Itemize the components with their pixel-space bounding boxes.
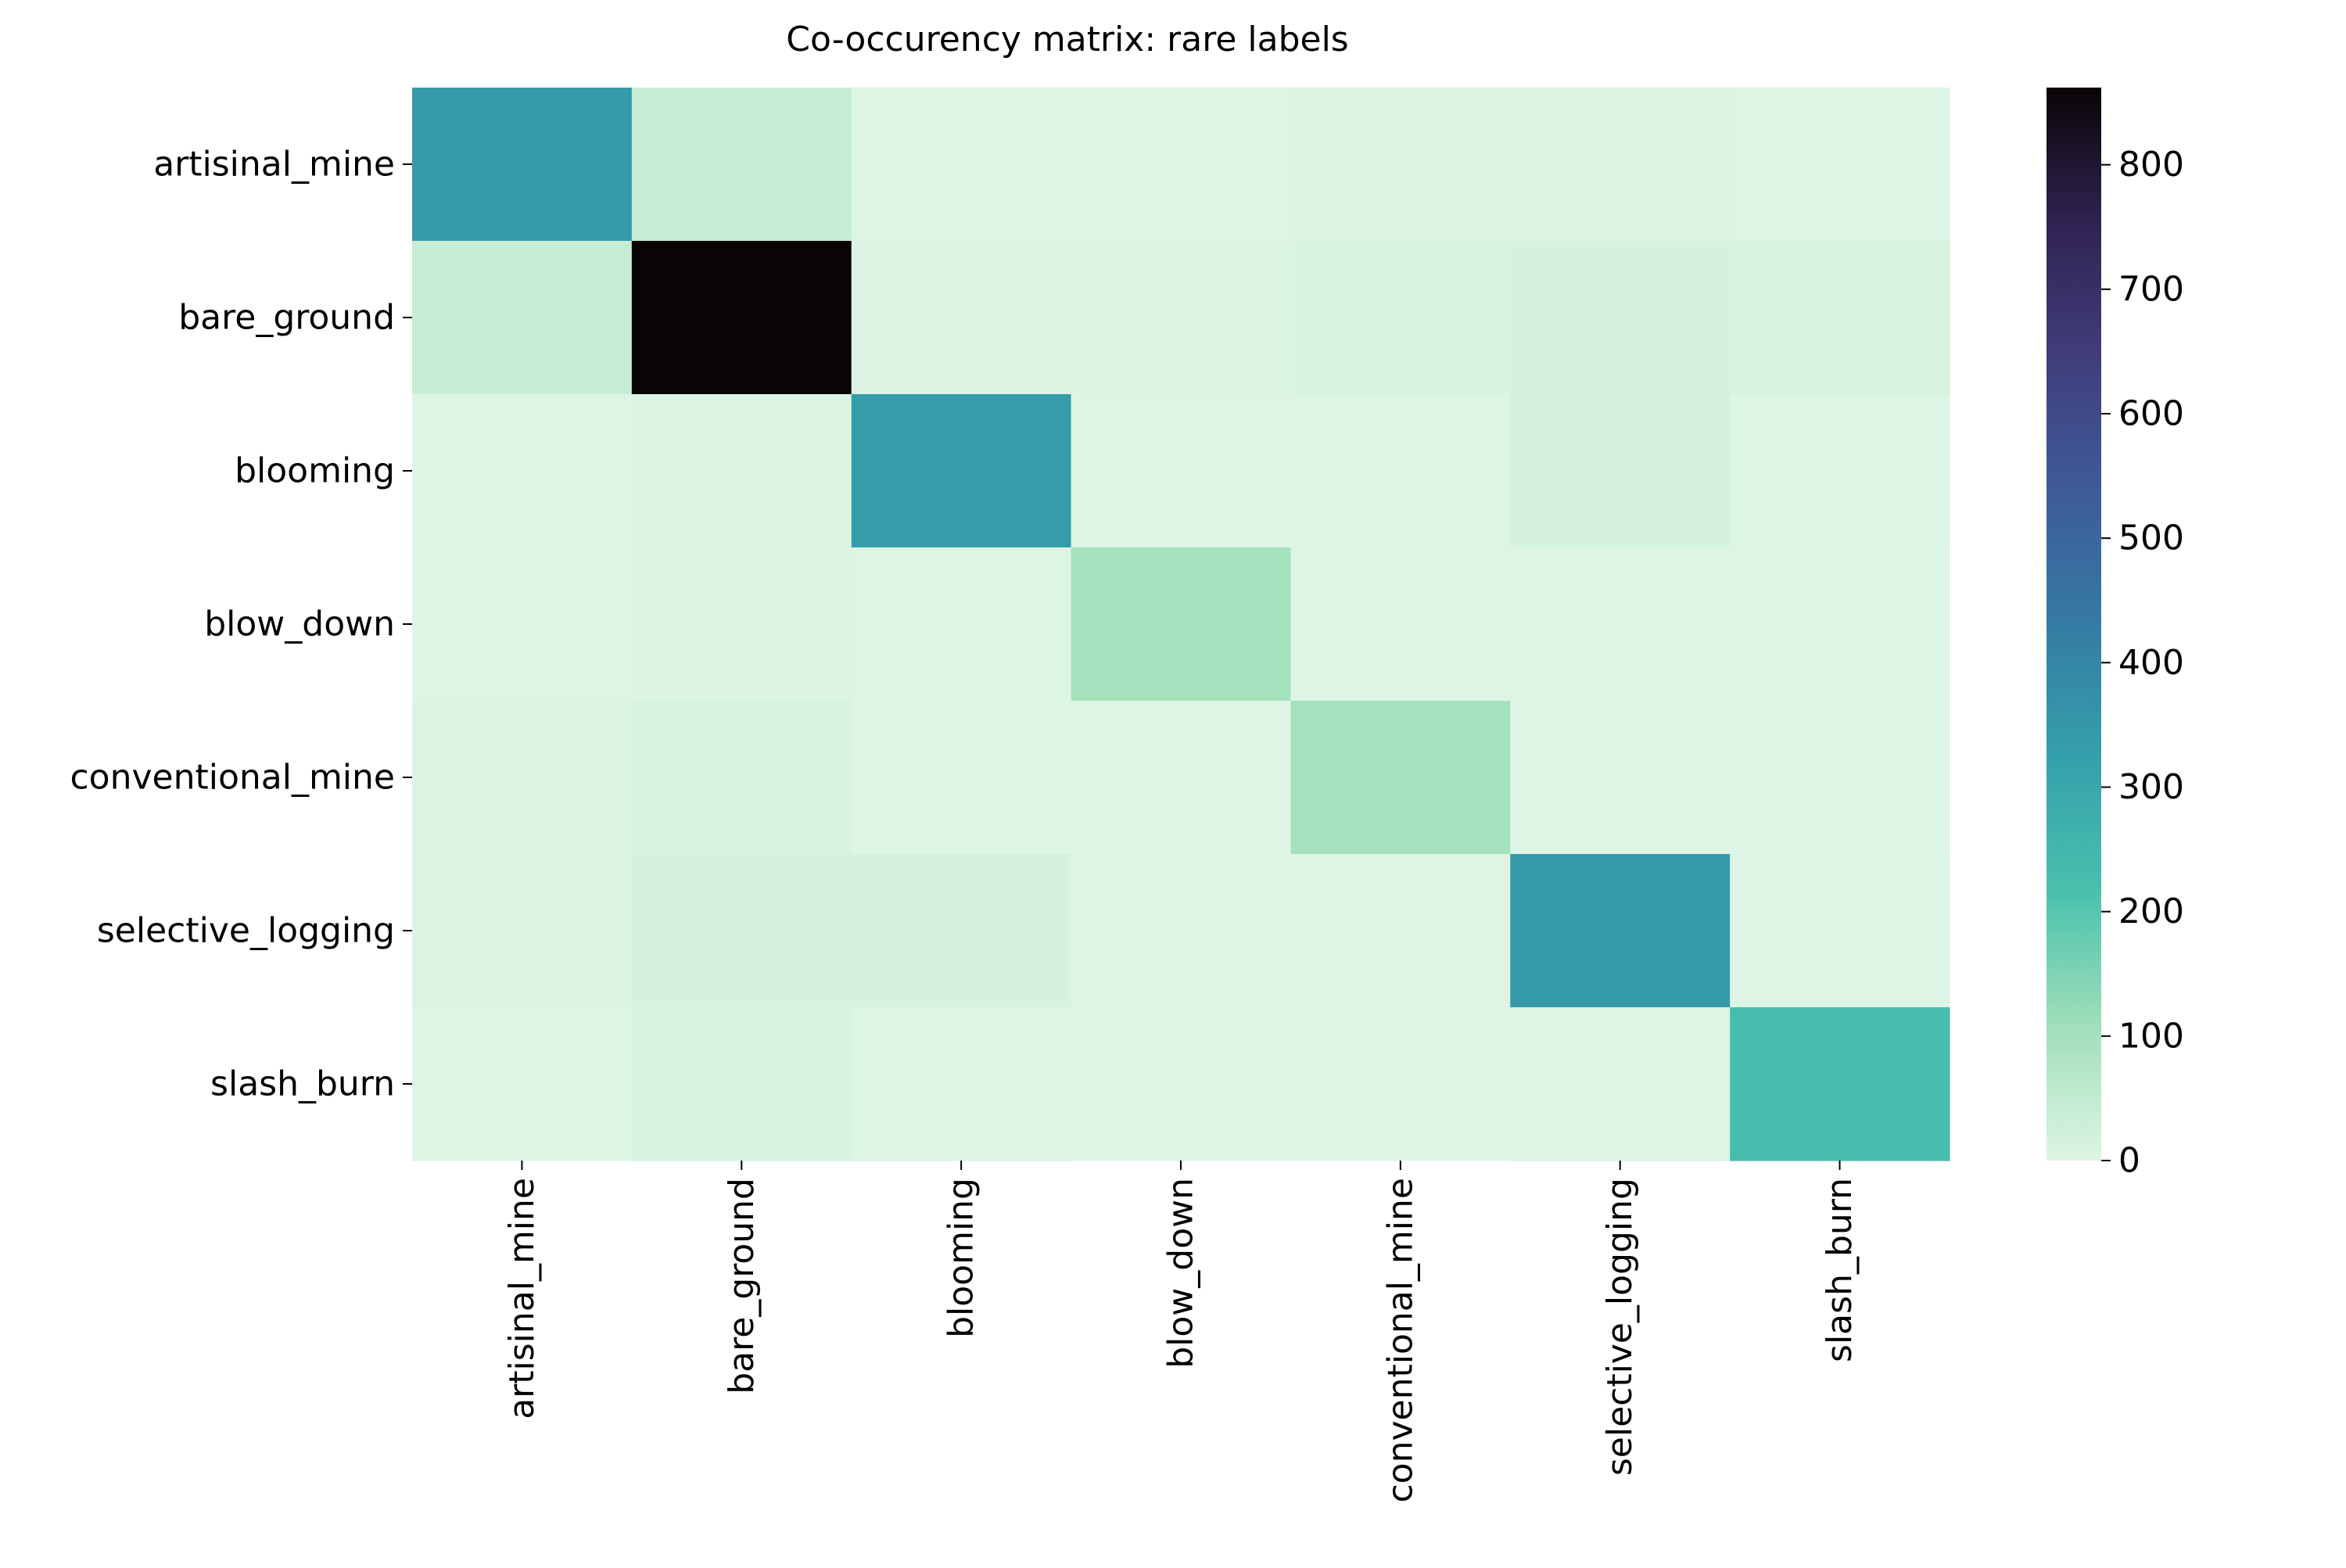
heatmap-cell-conventional_mine-blow_down — [1071, 701, 1292, 855]
heatmap-cell-blooming-bare_ground — [631, 394, 852, 548]
heatmap-cell-blow_down-conventional_mine — [1290, 547, 1511, 701]
colorbar-tick-label: 100 — [2118, 1016, 2184, 1056]
heatmap-cell-artisinal_mine-conventional_mine — [1290, 88, 1511, 242]
colorbar-tick-label: 700 — [2118, 269, 2184, 309]
heatmap-cell-selective_logging-selective_logging — [1510, 854, 1731, 1008]
heatmap-cell-slash_burn-slash_burn — [1730, 1007, 1950, 1161]
row-label: conventional_mine — [70, 758, 395, 798]
colorbar-tick-label: 800 — [2118, 145, 2184, 185]
heatmap-cell-bare_ground-blooming — [851, 241, 1072, 395]
heatmap-cell-blooming-blow_down — [1071, 394, 1292, 548]
heatmap-cell-bare_ground-blow_down — [1071, 241, 1292, 395]
colorbar-tick-label: 200 — [2118, 892, 2184, 931]
heatmap-cell-slash_burn-blooming — [851, 1007, 1072, 1161]
heatmap-cell-bare_ground-selective_logging — [1510, 241, 1731, 395]
colorbar-tick-label: 400 — [2118, 643, 2184, 683]
row-label: blooming — [235, 451, 395, 491]
heatmap-cell-blow_down-blow_down — [1071, 547, 1292, 701]
heatmap-cell-slash_burn-artisinal_mine — [412, 1007, 633, 1161]
heatmap-cell-blooming-blooming — [851, 394, 1072, 548]
heatmap-cell-conventional_mine-artisinal_mine — [412, 701, 633, 855]
heatmap-cell-selective_logging-blow_down — [1071, 854, 1292, 1008]
heatmap-cell-slash_burn-bare_ground — [631, 1007, 852, 1161]
col-label: slash_burn — [1820, 1178, 1860, 1362]
heatmap-cell-artisinal_mine-artisinal_mine — [412, 88, 633, 242]
row-label: artisinal_mine — [153, 145, 395, 185]
col-label: selective_logging — [1600, 1178, 1640, 1476]
chart-title: Co-occurency matrix: rare labels — [786, 20, 1348, 59]
heatmap-cell-blow_down-artisinal_mine — [412, 547, 633, 701]
colorbar: 0 100 200 300 400 500 600 700 800 — [2046, 88, 2184, 1181]
heatmap-cell-selective_logging-conventional_mine — [1290, 854, 1511, 1008]
heatmap-cell-slash_burn-selective_logging — [1510, 1007, 1731, 1161]
heatmap-cell-artisinal_mine-bare_ground — [631, 88, 852, 242]
colorbar-tick-label: 500 — [2118, 518, 2184, 558]
colorbar-ticks: 0 100 200 300 400 500 600 700 800 — [2101, 145, 2184, 1181]
heatmap-cell-selective_logging-slash_burn — [1730, 854, 1950, 1008]
col-label: blooming — [942, 1178, 981, 1338]
heatmap-cell-selective_logging-blooming — [851, 854, 1072, 1008]
col-tick-labels: artisinal_mine bare_ground blooming blow_do… — [502, 1161, 1860, 1503]
heatmap-cell-blooming-conventional_mine — [1290, 394, 1511, 548]
heatmap-cell-slash_burn-blow_down — [1071, 1007, 1292, 1161]
heatmap-cell-selective_logging-artisinal_mine — [412, 854, 633, 1008]
colorbar-gradient — [2046, 88, 2101, 1161]
heatmap-cell-bare_ground-artisinal_mine — [412, 241, 633, 395]
heatmap-cell-conventional_mine-conventional_mine — [1290, 701, 1511, 855]
heatmap-cell-blooming-selective_logging — [1510, 394, 1731, 548]
heatmap-cell-conventional_mine-selective_logging — [1510, 701, 1731, 855]
heatmap-cell-conventional_mine-slash_burn — [1730, 701, 1950, 855]
row-label: blow_down — [204, 605, 395, 644]
col-label: artisinal_mine — [502, 1178, 542, 1419]
heatmap-cell-artisinal_mine-selective_logging — [1510, 88, 1731, 242]
heatmap-cell-blow_down-slash_burn — [1730, 547, 1950, 701]
row-label: slash_burn — [210, 1064, 395, 1104]
row-tick-labels: artisinal_mine bare_ground blooming blow_do… — [70, 145, 412, 1104]
heatmap-cell-bare_ground-bare_ground — [631, 241, 852, 395]
heatmap-cell-slash_burn-conventional_mine — [1290, 1007, 1511, 1161]
heatmap-cell-blooming-slash_burn — [1730, 394, 1950, 548]
colorbar-tick-label: 0 — [2118, 1141, 2140, 1181]
heatmap-cell-blow_down-blooming — [851, 547, 1072, 701]
heatmap-cell-selective_logging-bare_ground — [631, 854, 852, 1008]
row-label: selective_logging — [97, 911, 395, 951]
heatmap-cell-bare_ground-slash_burn — [1730, 241, 1950, 395]
heatmap-cell-bare_ground-conventional_mine — [1290, 241, 1511, 395]
heatmap-cell-conventional_mine-blooming — [851, 701, 1072, 855]
heatmap-cell-blow_down-bare_ground — [631, 547, 852, 701]
col-label: conventional_mine — [1380, 1178, 1420, 1503]
heatmap-cell-artisinal_mine-slash_burn — [1730, 88, 1950, 242]
heatmap-cells — [412, 88, 1950, 1161]
heatmap-cell-artisinal_mine-blooming — [851, 88, 1072, 242]
row-label: bare_ground — [178, 298, 395, 338]
heatmap-cell-artisinal_mine-blow_down — [1071, 88, 1292, 242]
heatmap-cell-blooming-artisinal_mine — [412, 394, 633, 548]
heatmap-cell-conventional_mine-bare_ground — [631, 701, 852, 855]
heatmap-cell-blow_down-selective_logging — [1510, 547, 1731, 701]
colorbar-tick-label: 300 — [2118, 767, 2184, 807]
col-label: blow_down — [1161, 1178, 1201, 1369]
col-label: bare_ground — [722, 1178, 762, 1394]
colorbar-tick-label: 600 — [2118, 394, 2184, 434]
